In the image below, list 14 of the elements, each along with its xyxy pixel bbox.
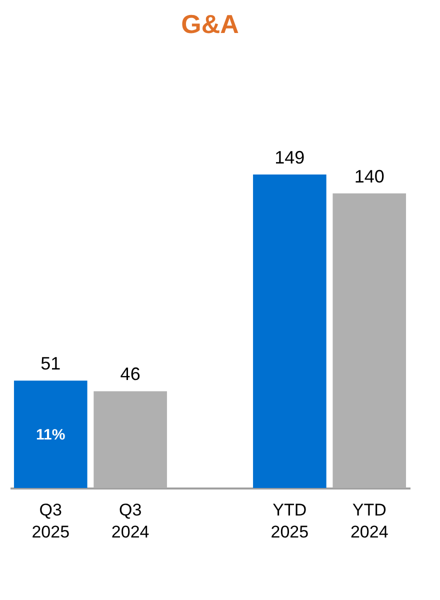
x-tick-label: YTD 2024 [350, 500, 388, 542]
bar [332, 193, 406, 488]
annotation: 11% [36, 426, 66, 444]
x-tick-label: YTD 2025 [270, 500, 309, 542]
chart-title: G&A [181, 9, 240, 39]
data-label: 140 [354, 166, 384, 186]
bar [94, 391, 167, 488]
x-tick-label: Q3 2025 [32, 500, 70, 542]
data-label: 149 [274, 147, 305, 168]
bar [253, 174, 326, 488]
data-label: 46 [120, 364, 140, 384]
bar [14, 380, 88, 488]
x-tick-label: Q3 2024 [111, 500, 150, 542]
data-label: 51 [40, 354, 61, 374]
